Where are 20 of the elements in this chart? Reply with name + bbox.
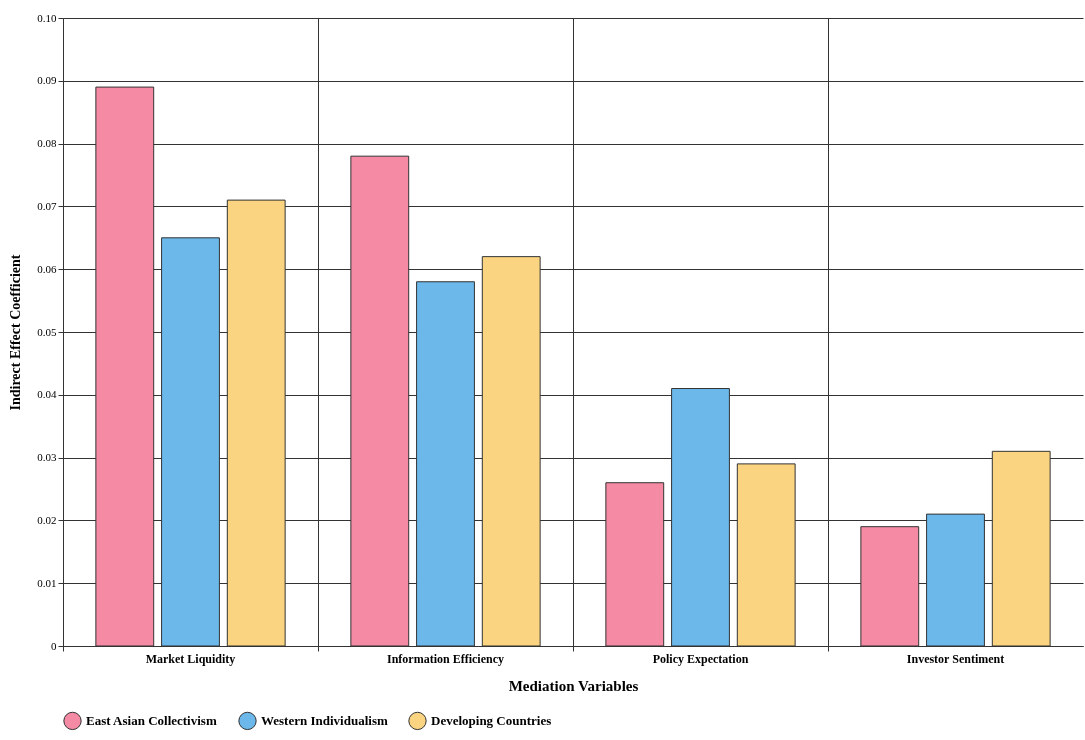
y-tick-label: 0.07	[37, 199, 57, 212]
x-axis-title: Mediation Variables	[508, 677, 639, 694]
y-tick-label: 0.08	[37, 137, 57, 150]
x-tick-label: Investor Sentiment	[906, 651, 1005, 666]
y-tick-label: 0.10	[37, 11, 57, 24]
y-tick-label: 0.02	[37, 513, 57, 526]
legend-label: Western Individualism	[261, 712, 388, 728]
x-tick-label: Policy Expectation	[652, 651, 749, 666]
y-tick-label: 0.06	[37, 262, 57, 275]
y-tick-label: 0.03	[37, 451, 57, 464]
y-tick-label: 0	[51, 639, 57, 652]
y-tick-label: 0.04	[37, 388, 57, 401]
y-axis-title: Indirect Effect Coefficient	[8, 254, 24, 411]
y-tick-label: 0.09	[37, 74, 57, 87]
x-tick-label: Information Efficiency	[387, 651, 504, 666]
y-tick-label: 0.05	[37, 325, 57, 338]
legend-label: East Asian Collectivism	[86, 712, 217, 728]
legend-label: Developing Countries	[431, 712, 552, 728]
y-tick-label: 0.01	[37, 576, 57, 589]
x-tick-label: Market Liquidity	[145, 651, 236, 666]
